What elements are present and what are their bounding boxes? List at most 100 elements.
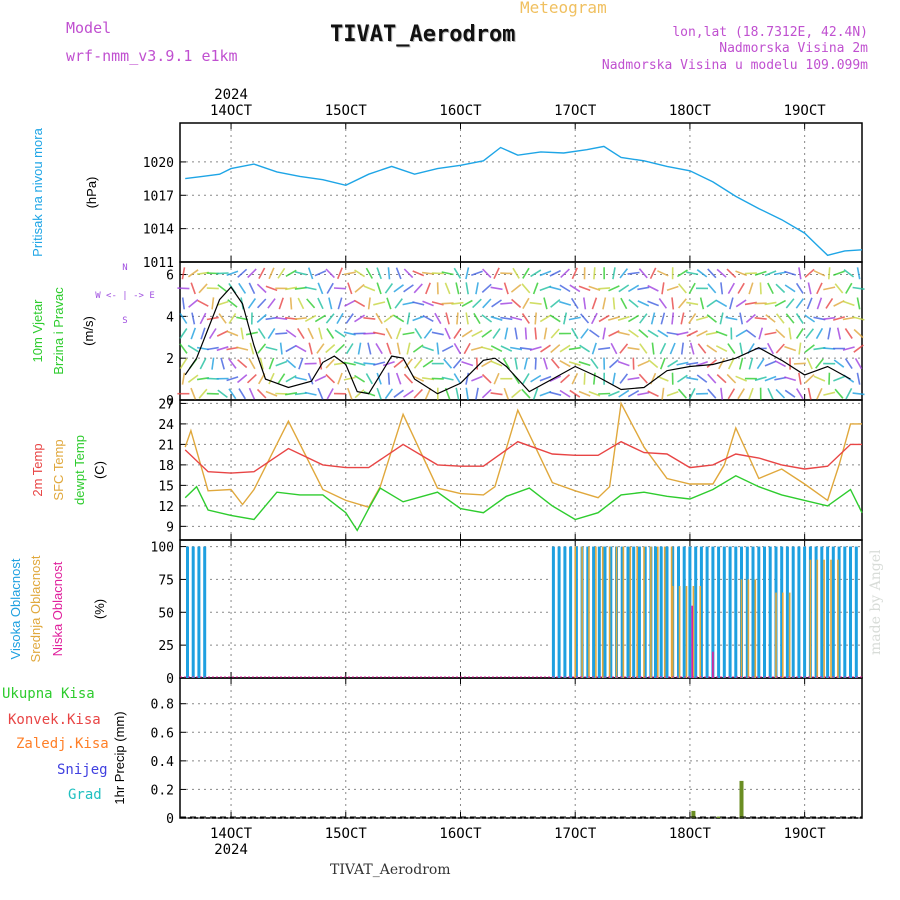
wind-arrow [297,327,305,340]
wind-arrow [720,387,724,400]
wind-arrow [257,298,267,309]
high-cloud-bar [820,546,824,678]
wind-arrow [491,299,502,308]
wind-arrow [490,286,503,291]
wind-arrow [191,312,196,325]
wind-arrow [559,344,571,353]
wind-arrow [179,358,188,370]
low-cloud-bar [691,605,693,678]
wind-arrow [748,357,754,370]
wind-arrow [571,372,579,385]
wind-arrow [336,267,343,280]
wind-arrow [785,313,795,324]
wind-arrow [688,313,697,324]
wind-arrow [798,372,802,385]
wind-arrow [275,332,288,335]
high-cloud-bar [197,546,201,678]
wind-arrow [589,329,600,338]
wind-arrow [187,269,199,278]
wind-arrow [436,342,440,355]
wind-arrow [568,346,581,351]
wind-arrow [481,329,493,338]
wind-arrow [343,376,356,381]
wind-arrow [823,316,836,320]
pressure-ytick-label: 1011 [143,256,174,271]
wind-arrow [373,301,386,306]
wind-arrow [190,327,197,340]
wind-arrow [453,328,462,339]
wind-arrow [647,359,659,369]
wind-arrow [456,312,459,325]
wind-arrow [285,286,298,291]
wind-arrow [784,284,796,293]
wind-arrow [278,297,284,310]
temperature-ytick-label: 24 [158,418,174,433]
wind-arrow [226,376,239,382]
legend-total-rain: Ukupna Kisa [2,686,95,702]
wind-arrow [385,327,393,340]
wind-arrow [285,269,297,277]
temperature-ytick-label: 12 [158,500,174,515]
wind-arrow [612,297,616,310]
legend-graupel: Grad [68,787,102,803]
wind-arrow [813,375,826,382]
precip-bar [716,816,721,818]
wind-arrow [216,330,229,337]
high-cloud-bar [797,546,801,678]
wind-arrow [522,373,530,385]
wind-arrow [696,374,708,383]
wind-arrow [434,312,442,325]
mid-cloud-bar [671,586,674,678]
wind-arrow [707,388,717,399]
wind-arrow [602,297,607,310]
wind-arrow [638,268,648,279]
wind-arrow [275,316,288,320]
wind-arrow [543,297,548,310]
pressure-panel-frame [179,122,863,263]
wind-arrow [602,327,606,340]
wind-arrow [256,388,267,399]
wind-arrow [268,357,275,370]
wind-arrow [345,313,354,324]
wind-arrow [671,297,675,310]
x-tick-label-top: 19OCT [784,103,827,119]
wind-arrow [471,270,483,277]
wind-arrow [375,342,383,355]
wind-arrow [549,314,561,323]
wind-arrow [248,282,256,295]
wind-arrow [530,269,542,278]
wind-arrow [441,302,454,305]
wind-arrow [767,387,774,400]
high-cloud-bar [597,546,601,678]
wind-arrow [534,312,537,325]
wind-arrow [612,372,616,385]
wind-arrow [353,361,366,366]
wind-arrow [798,342,802,355]
x-tick-label-bottom: 19OCT [784,826,827,842]
wind-arrow [856,267,861,280]
wind-arrow [394,298,403,309]
wind-arrow [775,388,786,399]
mid-cloud-bar [685,586,688,678]
wind-arrow [807,282,812,295]
wind-arrow [598,314,610,323]
wind-arrow [735,375,748,382]
cloud-ytick-label: 100 [151,541,174,556]
x-tick-label-bottom: 18OCT [669,826,712,842]
wind-arrow [530,374,542,383]
wind-arrow [833,299,845,307]
pressure-title: Pritisak na nivou mora [30,127,45,256]
wind-arrow [764,301,777,306]
wind-arrow [842,346,855,351]
wind-arrow [637,286,650,291]
wind-arrow [571,327,579,340]
wind-arrow [844,358,853,370]
wind-arrow [657,270,669,277]
high-cloud-bar [837,546,841,678]
wind-arrow [198,388,208,399]
wind-arrow [764,375,777,382]
wind-arrow [608,330,620,337]
wind-arrow [218,313,227,324]
wind-arrow [715,345,728,353]
wind-arrow [784,376,797,382]
